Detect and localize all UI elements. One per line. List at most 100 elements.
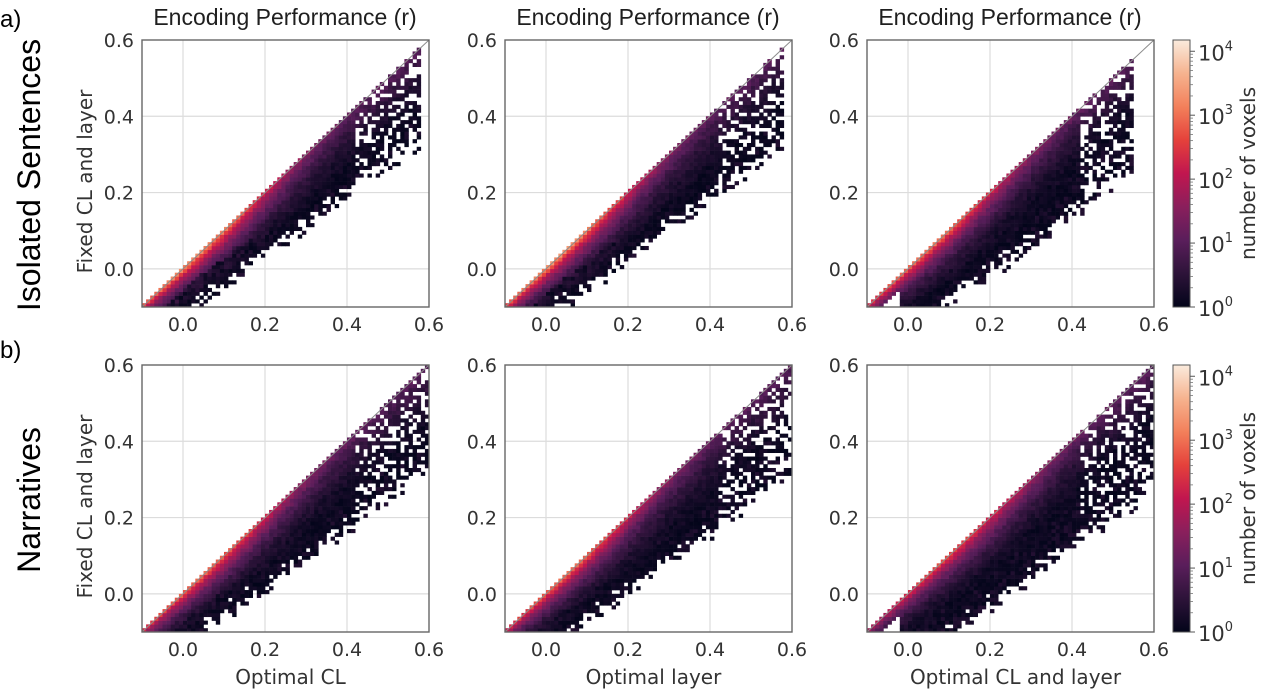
heatmap-cell xyxy=(150,624,155,629)
heatmap-cell xyxy=(342,135,348,140)
heatmap-cell xyxy=(355,441,360,446)
heatmap-cell xyxy=(195,601,200,606)
heatmap-cell xyxy=(416,403,422,408)
heatmap-cell xyxy=(640,513,645,518)
heatmap-cell xyxy=(178,276,184,281)
heatmap-cell xyxy=(656,521,662,526)
heatmap-cell xyxy=(669,532,674,537)
heatmap-cell xyxy=(252,563,258,568)
heatmap-cell xyxy=(779,120,785,125)
heatmap-cell xyxy=(689,184,694,190)
heatmap-cell xyxy=(306,181,311,186)
heatmap-cell xyxy=(1031,242,1036,247)
heatmap-cell xyxy=(1059,131,1065,136)
heatmap-cell xyxy=(244,215,249,220)
heatmap-cell xyxy=(310,498,315,503)
heatmap-cell xyxy=(652,521,657,526)
heatmap-cell xyxy=(297,204,303,209)
heatmap-cell xyxy=(537,303,543,308)
heatmap-cell xyxy=(990,219,995,224)
heatmap-cell xyxy=(730,112,735,117)
heatmap-cell xyxy=(330,184,335,190)
heatmap-cell xyxy=(1096,116,1101,121)
heatmap-cell xyxy=(977,223,983,228)
heatmap-cell xyxy=(611,555,616,560)
heatmap-cell xyxy=(273,192,278,197)
heatmap-cell xyxy=(240,544,245,549)
heatmap-cell xyxy=(265,570,270,576)
heatmap-cell xyxy=(211,276,217,281)
heatmap-cell xyxy=(973,226,978,232)
heatmap-cell xyxy=(273,513,278,518)
heatmap-cell xyxy=(944,238,950,243)
heatmap-cell xyxy=(306,529,311,534)
heatmap-cell xyxy=(779,93,785,98)
heatmap-cell xyxy=(771,127,776,132)
heatmap-cell xyxy=(314,494,319,499)
heatmap-cell xyxy=(664,177,670,182)
heatmap-cell xyxy=(1055,169,1060,174)
heatmap-cell xyxy=(355,108,360,113)
heatmap-cell xyxy=(310,173,315,178)
heatmap-cell xyxy=(619,230,625,235)
heatmap-cell xyxy=(928,284,933,289)
heatmap-cell xyxy=(957,272,962,277)
heatmap-cell xyxy=(195,590,200,595)
heatmap-cell xyxy=(673,483,678,488)
heatmap-cell xyxy=(256,219,262,224)
heatmap-cell xyxy=(412,464,417,469)
heatmap-cell xyxy=(1059,204,1065,209)
heatmap-cell xyxy=(412,112,417,117)
heatmap-cell xyxy=(562,593,567,598)
heatmap-cell xyxy=(1072,135,1077,140)
heatmap-cell xyxy=(640,219,645,224)
heatmap-cell xyxy=(252,253,258,258)
heatmap-cell xyxy=(338,165,344,170)
heatmap-cell xyxy=(1055,188,1060,193)
heatmap-cell xyxy=(677,177,682,182)
heatmap-cell xyxy=(673,502,678,507)
heatmap-cell xyxy=(211,586,217,591)
heatmap-cell xyxy=(412,467,417,473)
heatmap-cell xyxy=(644,234,649,239)
heatmap-cell xyxy=(529,624,534,629)
heatmap-cell xyxy=(1063,127,1069,132)
heatmap-cell xyxy=(146,303,151,308)
heatmap-cell xyxy=(969,245,974,251)
heatmap-cell xyxy=(383,452,389,457)
heatmap-cell xyxy=(734,104,739,109)
heatmap-cell xyxy=(677,146,682,151)
heatmap-cell xyxy=(256,215,262,220)
heatmap-cell xyxy=(1035,204,1040,209)
heatmap-cell xyxy=(656,555,662,560)
heatmap-cell xyxy=(628,548,633,553)
heatmap-cell xyxy=(652,536,657,541)
heatmap-cell xyxy=(1084,112,1089,117)
heatmap-cell xyxy=(367,146,372,151)
heatmap-cell xyxy=(940,287,946,293)
heatmap-cell xyxy=(1018,192,1024,197)
heatmap-cell xyxy=(379,135,385,140)
heatmap-cell xyxy=(187,590,192,595)
heatmap-cell xyxy=(718,158,723,163)
heatmap-cell xyxy=(199,280,204,285)
y-tick-label: 0.2 xyxy=(104,508,134,530)
heatmap-cell xyxy=(1002,211,1007,216)
heatmap-cell xyxy=(228,555,233,560)
heatmap-cell xyxy=(1067,184,1073,190)
heatmap-cell xyxy=(636,242,641,247)
heatmap-cell xyxy=(677,188,682,193)
heatmap-cell xyxy=(673,487,678,492)
heatmap-cell xyxy=(981,215,987,220)
heatmap-cell xyxy=(338,506,344,511)
heatmap-cell xyxy=(697,158,703,163)
heatmap-cell xyxy=(367,173,372,178)
heatmap-cell xyxy=(306,196,311,201)
heatmap-cell xyxy=(558,582,563,587)
heatmap-cell xyxy=(628,551,633,557)
heatmap-cell xyxy=(367,456,372,461)
heatmap-cell xyxy=(977,204,983,209)
heatmap-cell xyxy=(664,211,670,216)
heatmap-cell xyxy=(351,464,356,469)
